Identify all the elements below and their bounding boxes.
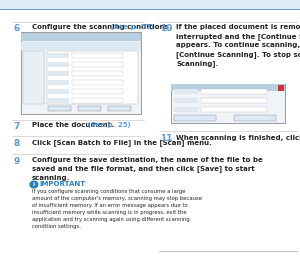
Text: 10: 10: [160, 24, 172, 33]
Bar: [48, 62, 69, 67]
Bar: [22, 51, 44, 104]
Bar: [278, 85, 284, 91]
Bar: [201, 98, 267, 103]
Text: Configure the scanning conditions.: Configure the scanning conditions.: [32, 24, 171, 30]
Bar: [171, 84, 285, 123]
Bar: [72, 53, 123, 58]
Bar: [174, 107, 198, 112]
Bar: [201, 107, 267, 112]
Bar: [72, 80, 123, 85]
Bar: [48, 71, 69, 76]
Bar: [72, 98, 123, 103]
Text: (See p. 57): (See p. 57): [108, 24, 154, 30]
Bar: [48, 106, 70, 111]
Bar: [171, 84, 285, 91]
Bar: [21, 33, 141, 41]
Bar: [0, 0, 300, 10]
Text: 9: 9: [14, 157, 20, 166]
Bar: [72, 71, 123, 76]
Text: 6: 6: [14, 24, 20, 33]
Bar: [72, 89, 123, 94]
Text: 11: 11: [160, 134, 172, 143]
Bar: [48, 53, 69, 58]
Bar: [174, 89, 198, 94]
Text: If the placed document is removed, the scan will be
interrupted and the [Continu: If the placed document is removed, the s…: [176, 24, 300, 67]
Text: IMPORTANT: IMPORTANT: [40, 181, 86, 187]
Text: Place the document.: Place the document.: [32, 122, 113, 128]
Text: Click [Scan Batch to File] in the [Scan] menu.: Click [Scan Batch to File] in the [Scan]…: [32, 139, 212, 146]
Bar: [174, 115, 216, 121]
Bar: [48, 98, 69, 103]
Bar: [174, 98, 198, 103]
Bar: [21, 32, 141, 114]
Bar: [78, 106, 100, 111]
Text: i: i: [33, 182, 35, 187]
Text: 8: 8: [14, 139, 20, 148]
Bar: [48, 89, 69, 94]
Bar: [72, 62, 123, 67]
Bar: [21, 42, 141, 50]
Bar: [46, 51, 138, 104]
Text: When scanning is finished, click [Exit] in the [File] menu.: When scanning is finished, click [Exit] …: [176, 134, 300, 141]
Text: If you configure scanning conditions that consume a large
amount of the computer: If you configure scanning conditions tha…: [32, 189, 202, 229]
Bar: [201, 89, 267, 94]
Bar: [234, 115, 276, 121]
Circle shape: [30, 181, 38, 188]
Bar: [0, 9, 300, 10]
Bar: [48, 80, 69, 85]
Text: 7: 7: [14, 122, 20, 131]
Text: (See p. 25): (See p. 25): [85, 122, 130, 128]
Bar: [108, 106, 130, 111]
Text: Configure the save destination, the name of the file to be
saved and the file fo: Configure the save destination, the name…: [32, 157, 262, 181]
